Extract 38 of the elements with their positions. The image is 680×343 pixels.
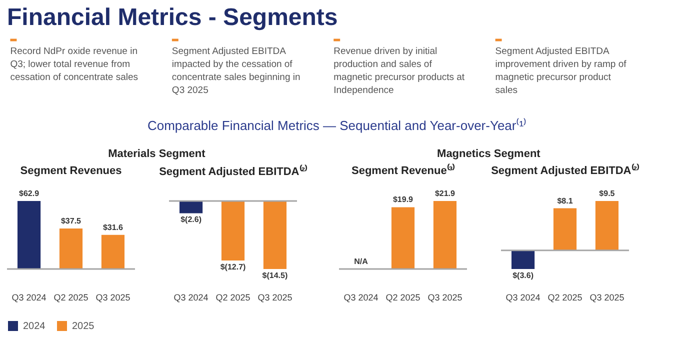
x-tick-label: Q2 2025 <box>54 292 88 302</box>
x-tick-label: Q3 2025 <box>590 292 624 302</box>
text: Record NdPr oxide revenue in Q3; lower total revenue from cessation of concentrate sales <box>10 46 138 83</box>
text: Segment Adjusted EBITDA impacted by the cessation of concentrate sales beginning in Q3 2025 <box>172 46 300 96</box>
x-tick-label: Q2 2025 <box>386 292 420 302</box>
text: Comparable Financial Metrics — Sequential and Year-over-Year⁽¹⁾ <box>147 118 527 133</box>
text: N/A <box>354 257 368 266</box>
legend-label: 2024 <box>23 321 46 332</box>
data-label: $21.9 <box>434 189 456 198</box>
chart-subtitle: Magnetics Segment <box>437 148 541 160</box>
text: Financial Metrics - Segments <box>7 4 338 31</box>
x-tick-label: Q3 2024 <box>506 292 540 302</box>
text: Segment Adjusted EBITDA improvement driven by ramp of magnetic precursor product sales <box>495 46 627 96</box>
data-label: $37.5 <box>60 216 82 226</box>
chart-title: Segment Revenue⁽³⁾ <box>351 163 456 177</box>
legend-label: 2025 <box>72 321 95 332</box>
data-label: $(3.6) <box>512 271 534 280</box>
data-label: $(14.5) <box>262 271 288 280</box>
chart-title: Segment Adjusted EBITDA⁽²⁾ <box>159 164 308 178</box>
x-tick-label: Q3 2025 <box>428 292 462 302</box>
x-tick-label: Q2 2025 <box>548 292 582 302</box>
x-tick-label: Q3 2024 <box>12 292 46 302</box>
data-label: $62.9 <box>19 189 40 198</box>
data-label: $(2.6) <box>180 215 202 224</box>
chart-title: Segment Revenues <box>20 165 122 177</box>
data-label: $31.6 <box>102 222 124 232</box>
x-tick-label: Q3 2025 <box>258 292 292 302</box>
text: Revenue driven by initial production and sales of magnetic precursor products at Independence <box>334 46 465 96</box>
data-label: $19.9 <box>392 195 414 204</box>
data-label: $9.5 <box>599 189 616 198</box>
data-label: $(12.7) <box>220 262 246 272</box>
x-tick-label: Q3 2024 <box>344 292 378 302</box>
x-tick-label: Q3 2025 <box>96 292 130 302</box>
x-tick-label: Q3 2024 <box>174 292 208 302</box>
x-tick-label: Q2 2025 <box>216 292 250 302</box>
chart-subtitle: Materials Segment <box>108 148 206 160</box>
chart-title: Segment Adjusted EBITDA⁽²⁾ <box>491 163 640 177</box>
data-label: $8.1 <box>557 196 574 206</box>
